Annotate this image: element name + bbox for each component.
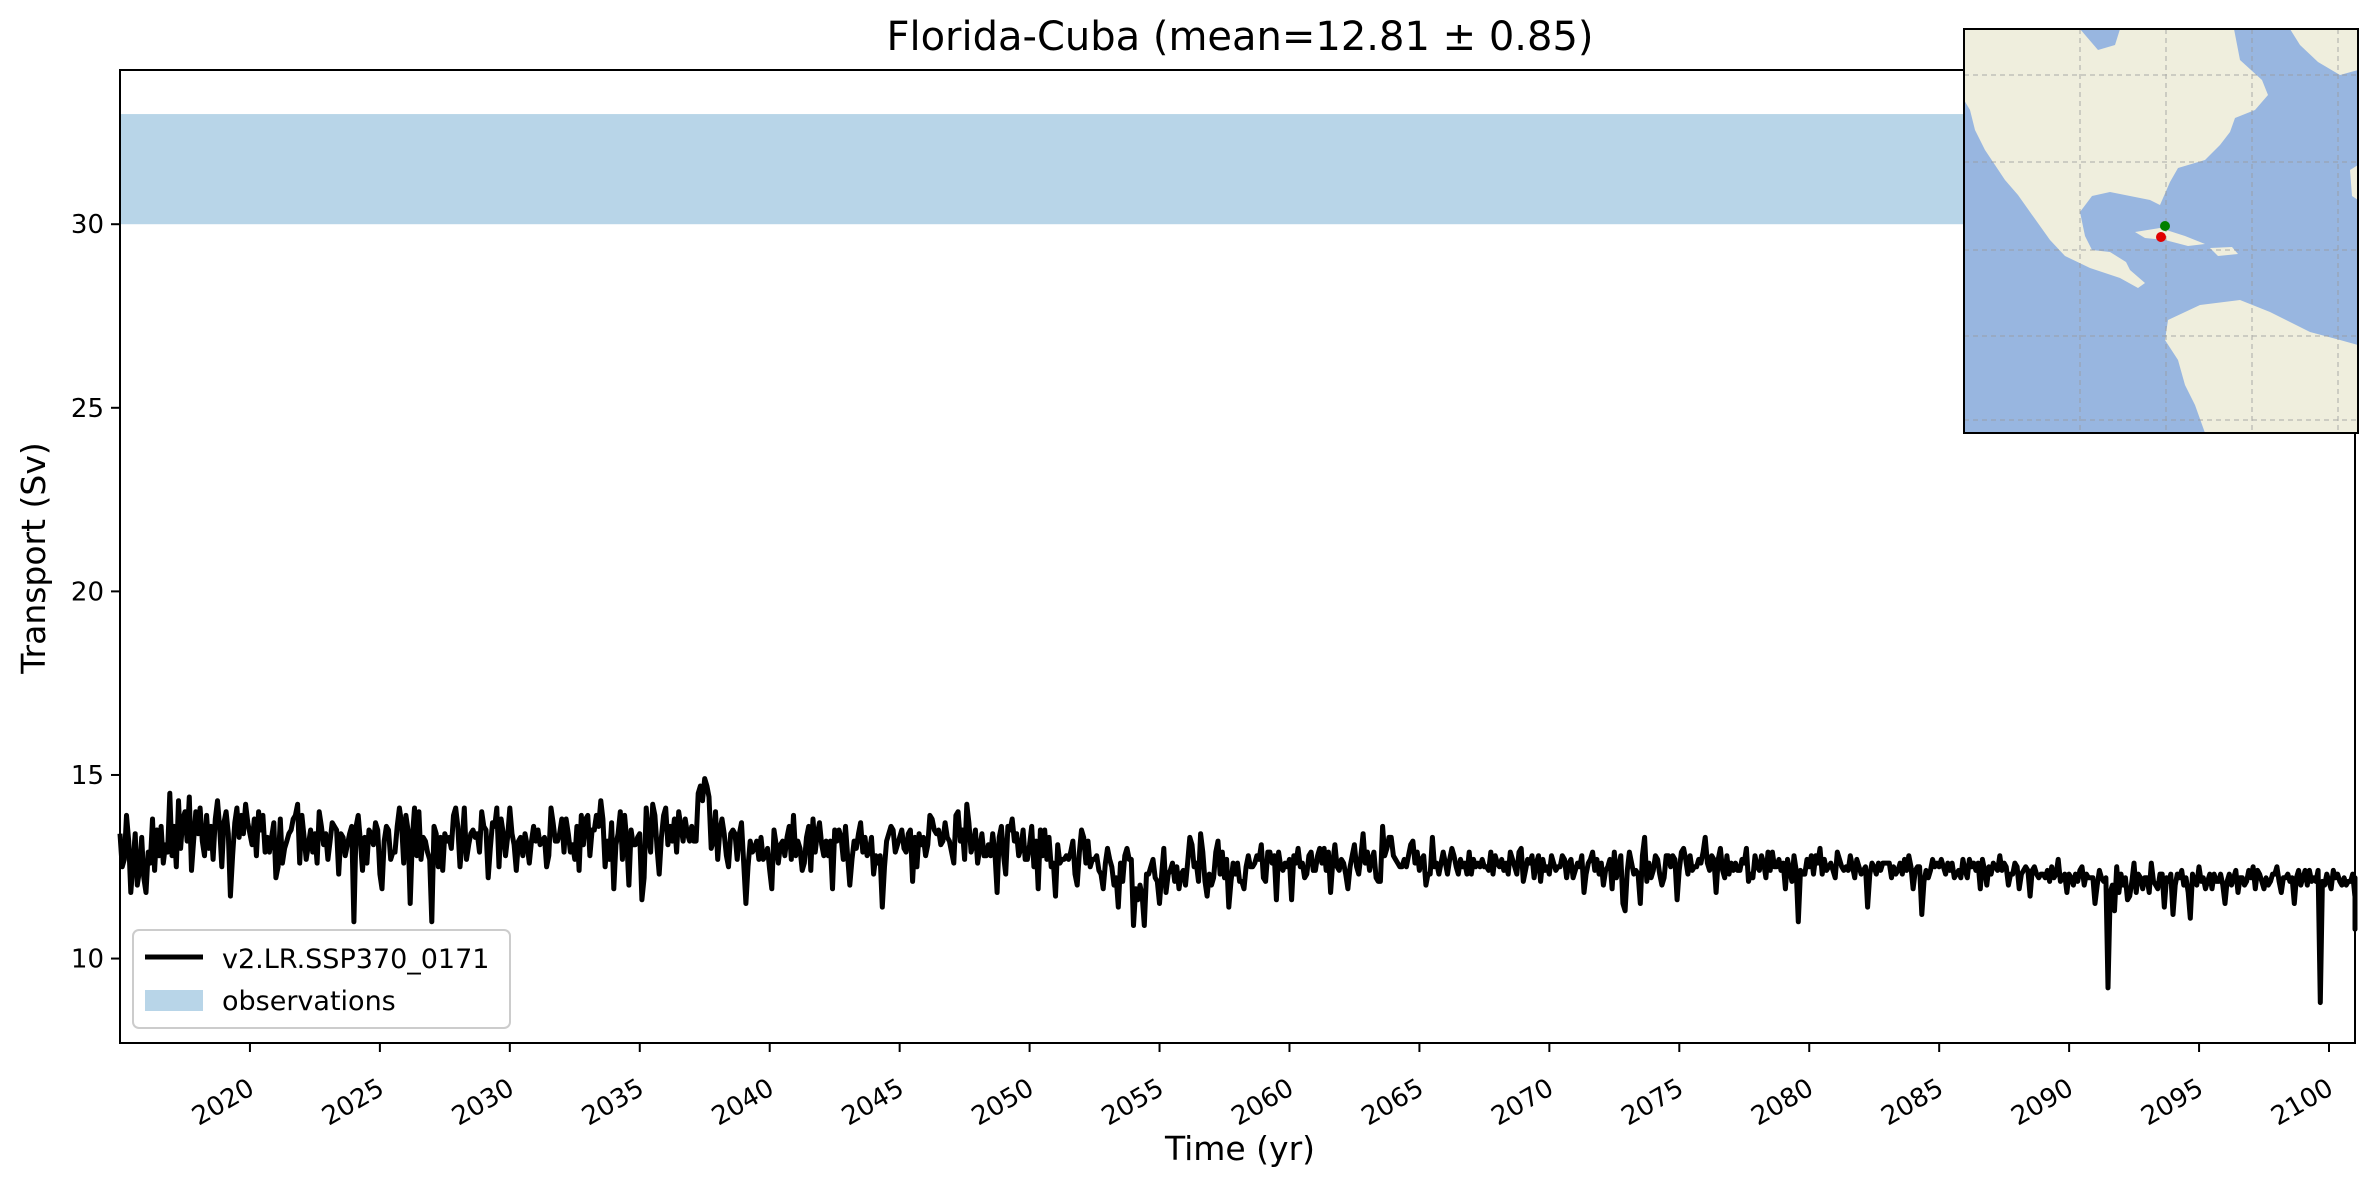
series-line bbox=[117, 776, 2358, 1006]
x-tick-label: 2035 bbox=[577, 1073, 649, 1132]
y-tick-label: 15 bbox=[71, 761, 104, 791]
y-tick-label: 25 bbox=[71, 394, 104, 424]
x-tick-label: 2075 bbox=[1616, 1073, 1688, 1132]
x-tick-label: 2060 bbox=[1227, 1073, 1299, 1132]
inset-map-land-north-america bbox=[1964, 29, 2268, 288]
x-tick-label: 2030 bbox=[447, 1073, 519, 1132]
legend-swatch-observations bbox=[145, 990, 203, 1011]
inset-map-land-cuba bbox=[2135, 228, 2205, 246]
inset-map-land-europe bbox=[2350, 165, 2358, 200]
y-tick-label: 30 bbox=[71, 210, 104, 240]
legend-label-series: v2.LR.SSP370_0171 bbox=[222, 944, 489, 975]
x-tick-label: 2095 bbox=[2136, 1073, 2208, 1132]
inset-map-bay bbox=[2080, 29, 2120, 50]
inset-map-frame bbox=[1963, 28, 2359, 434]
inset-map-gridlines bbox=[1964, 29, 2358, 433]
x-tick-label: 2065 bbox=[1357, 1073, 1429, 1132]
x-tick-label: 2085 bbox=[1876, 1073, 1948, 1132]
marker-green bbox=[2160, 221, 2170, 231]
x-tick-label: 2055 bbox=[1097, 1073, 1169, 1132]
x-axis-ticks: 2020 2025 2030 2035 2040 2045 2050 2055 2060 2065… bbox=[187, 1043, 2339, 1132]
x-tick-label: 2090 bbox=[2006, 1073, 2078, 1132]
x-tick-label: 2050 bbox=[967, 1073, 1039, 1132]
x-tick-label: 2100 bbox=[2266, 1073, 2338, 1132]
legend-box bbox=[132, 929, 511, 1029]
inset-map bbox=[1963, 28, 2359, 434]
legend: v2.LR.SSP370_0171 observations bbox=[132, 929, 511, 1029]
legend-label-observations: observations bbox=[222, 986, 396, 1017]
x-tick-label: 2070 bbox=[1487, 1073, 1559, 1132]
marker-red bbox=[2156, 232, 2166, 242]
x-tick-label: 2080 bbox=[1746, 1073, 1818, 1132]
y-tick-label: 10 bbox=[71, 945, 104, 975]
x-tick-label: 2025 bbox=[317, 1073, 389, 1132]
y-tick-label: 20 bbox=[71, 577, 104, 607]
axes-frame bbox=[119, 69, 2356, 1044]
inset-map-land-south-america bbox=[2165, 300, 2358, 433]
y-axis-label: Transport (Sv) bbox=[14, 442, 53, 675]
x-tick-label: 2020 bbox=[187, 1073, 259, 1132]
chart-title: Florida-Cuba (mean=12.81 ± 0.85) bbox=[886, 14, 1593, 60]
x-axis-label: Time (yr) bbox=[1164, 1129, 1315, 1168]
inset-map-land-greenland bbox=[2290, 29, 2358, 75]
inset-map-land-hispaniola bbox=[2210, 247, 2238, 256]
x-tick-label: 2045 bbox=[837, 1073, 909, 1132]
x-tick-label: 2040 bbox=[707, 1073, 779, 1132]
y-axis-ticks: 10 15 20 25 30 bbox=[71, 210, 120, 975]
